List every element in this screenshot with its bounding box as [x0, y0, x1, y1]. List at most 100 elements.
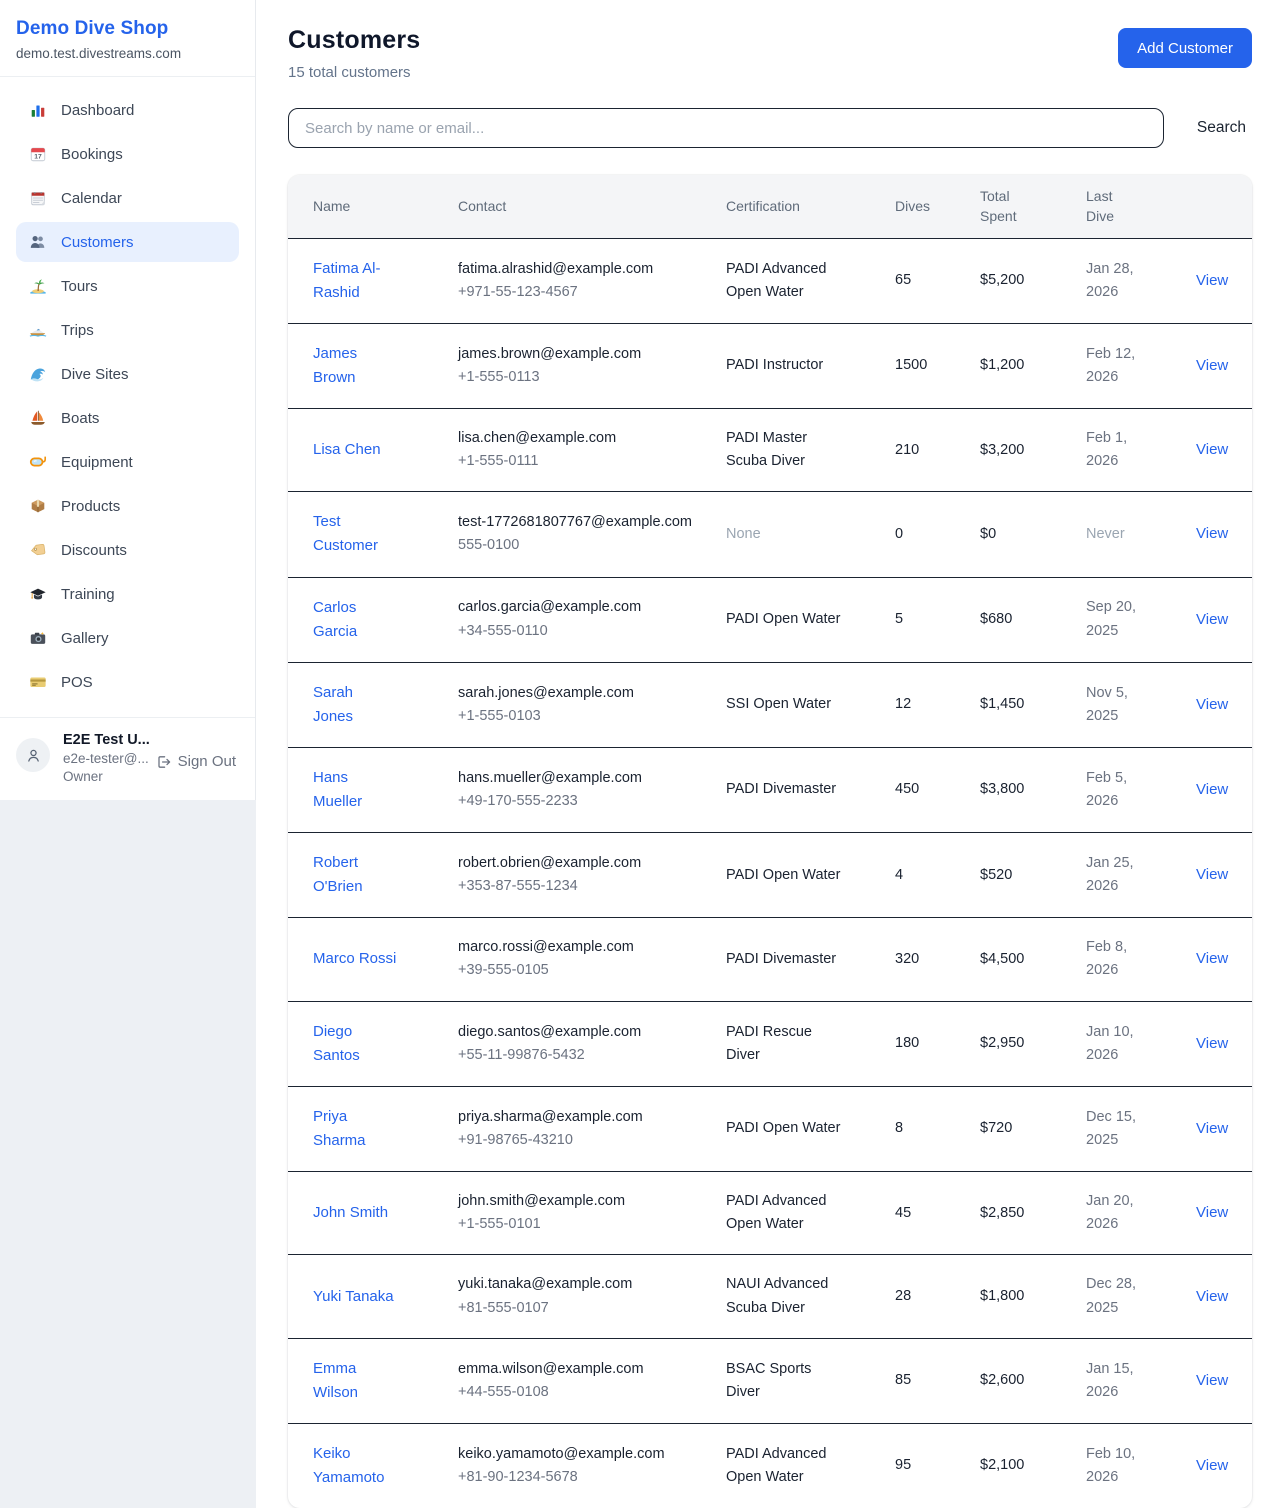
- avatar: [16, 738, 50, 772]
- customer-phone: +39-555-0105: [458, 962, 549, 979]
- customer-name-link[interactable]: Marco Rossi: [313, 950, 397, 968]
- sidebar-item-equipment[interactable]: Equipment: [16, 442, 239, 482]
- table-row: Robert O'Brien robert.obrien@example.com…: [288, 833, 1252, 918]
- customer-phone: 555-0100: [458, 537, 520, 554]
- customer-last-dive: Sep 20, 2025: [1086, 599, 1136, 639]
- customer-name-link[interactable]: Keiko Yamamoto: [313, 1444, 385, 1486]
- sidebar-item-label: Boats: [61, 409, 100, 427]
- view-link[interactable]: View: [1196, 1119, 1229, 1137]
- customer-total-spent: $4,500: [980, 950, 1025, 967]
- customer-email: john.smith@example.com: [458, 1193, 626, 1210]
- customer-certification: PADI Open Water: [726, 611, 841, 628]
- customer-dives: 4: [895, 866, 904, 883]
- customers-table: Name Contact Certification Dives Total S…: [288, 175, 1252, 1508]
- customer-total-spent: $3,200: [980, 441, 1025, 458]
- customer-last-dive: Never: [1086, 525, 1125, 542]
- customer-name-link[interactable]: Fatima Al-Rashid: [313, 259, 381, 301]
- view-link[interactable]: View: [1196, 1371, 1229, 1389]
- customer-last-dive: Jan 20, 2026: [1086, 1193, 1134, 1233]
- view-link[interactable]: View: [1196, 866, 1229, 884]
- sidebar-item-pos[interactable]: POS: [16, 662, 239, 702]
- sidebar-item-label: Tours: [61, 277, 98, 295]
- logout-icon: [157, 755, 170, 768]
- customer-certification: None: [726, 525, 761, 542]
- sidebar-item-dive-sites[interactable]: Dive Sites: [16, 354, 239, 394]
- sidebar-item-label: Gallery: [61, 629, 109, 647]
- sidebar-item-dashboard[interactable]: Dashboard: [16, 90, 239, 130]
- sidebar-item-tours[interactable]: Tours: [16, 266, 239, 306]
- table-row: Fatima Al-Rashid fatima.alrashid@example…: [288, 238, 1252, 324]
- customer-name-link[interactable]: Robert O'Brien: [313, 854, 363, 896]
- view-link[interactable]: View: [1196, 1204, 1229, 1222]
- customer-dives: 95: [895, 1457, 912, 1474]
- customer-total-spent: $1,450: [980, 696, 1025, 713]
- customer-last-dive: Feb 1, 2026: [1086, 429, 1128, 470]
- customer-email: priya.sharma@example.com: [458, 1108, 643, 1125]
- customer-dives: 320: [895, 950, 920, 967]
- customer-phone: +1-555-0103: [458, 707, 541, 724]
- customer-dives: 65: [895, 272, 912, 289]
- customer-email: test-1772681807767@example.com: [458, 514, 692, 531]
- customer-name-link[interactable]: Hans Mueller: [313, 768, 363, 810]
- sidebar-item-boats[interactable]: Boats: [16, 398, 239, 438]
- dive-mask-icon: [28, 452, 48, 472]
- sidebar-item-training[interactable]: Training: [16, 574, 239, 614]
- view-link[interactable]: View: [1196, 441, 1229, 459]
- island-icon: [28, 276, 48, 296]
- customer-name-link[interactable]: James Brown: [313, 344, 358, 386]
- tag-icon: [28, 540, 48, 560]
- column-header-contact: Contact: [458, 175, 726, 239]
- customer-name-link[interactable]: Yuki Tanaka: [313, 1287, 394, 1305]
- sidebar-item-label: Calendar: [61, 189, 122, 207]
- customer-certification: PADI Advanced Open Water: [726, 1193, 827, 1233]
- view-link[interactable]: View: [1196, 1034, 1229, 1052]
- view-link[interactable]: View: [1196, 356, 1229, 374]
- column-header-dives: Dives: [895, 175, 980, 239]
- sidebar-item-calendar[interactable]: Calendar: [16, 178, 239, 218]
- view-link[interactable]: View: [1196, 695, 1229, 713]
- sidebar-item-label: Discounts: [61, 541, 127, 559]
- view-link[interactable]: View: [1196, 525, 1229, 543]
- customer-phone: +44-555-0108: [458, 1383, 549, 1400]
- customer-name-link[interactable]: Carlos Garcia: [313, 598, 358, 640]
- user-email: e2e-tester@...: [63, 751, 149, 766]
- wave-icon: [28, 364, 48, 384]
- customer-total-spent: $2,600: [980, 1372, 1025, 1389]
- customer-phone: +81-90-1234-5678: [458, 1469, 578, 1486]
- customer-total-spent: $1,200: [980, 357, 1025, 374]
- view-link[interactable]: View: [1196, 1456, 1229, 1474]
- view-link[interactable]: View: [1196, 610, 1229, 628]
- add-customer-button[interactable]: Add Customer: [1118, 28, 1252, 68]
- sidebar-item-discounts[interactable]: Discounts: [16, 530, 239, 570]
- customer-name-link[interactable]: Diego Santos: [313, 1022, 360, 1064]
- view-link[interactable]: View: [1196, 1287, 1229, 1305]
- sidebar-item-trips[interactable]: Trips: [16, 310, 239, 350]
- customer-certification: PADI Open Water: [726, 866, 841, 883]
- sidebar-item-bookings[interactable]: 17 Bookings: [16, 134, 239, 174]
- sign-out-button[interactable]: Sign Out: [149, 752, 242, 771]
- customer-name-link[interactable]: Emma Wilson: [313, 1359, 359, 1401]
- sidebar-item-products[interactable]: Products: [16, 486, 239, 526]
- search-input[interactable]: [288, 108, 1164, 148]
- view-link[interactable]: View: [1196, 271, 1229, 289]
- customer-phone: +91-98765-43210: [458, 1131, 573, 1148]
- customer-name-link[interactable]: Test Customer: [313, 513, 379, 555]
- customer-phone: +1-555-0101: [458, 1216, 541, 1233]
- view-link[interactable]: View: [1196, 950, 1229, 968]
- brand: Demo Dive Shop demo.test.divestreams.com: [0, 0, 255, 77]
- customer-name-link[interactable]: Priya Sharma: [313, 1107, 366, 1149]
- view-link[interactable]: View: [1196, 780, 1229, 798]
- customer-total-spent: $1,800: [980, 1288, 1025, 1304]
- customer-name-link[interactable]: Lisa Chen: [313, 441, 381, 459]
- customer-phone: +971-55-123-4567: [458, 283, 578, 300]
- sidebar-item-customers[interactable]: Customers: [16, 222, 239, 262]
- sidebar-item-gallery[interactable]: Gallery: [16, 618, 239, 658]
- customer-name-link[interactable]: John Smith: [313, 1204, 389, 1222]
- customer-last-dive: Feb 8, 2026: [1086, 939, 1128, 979]
- sidebar-item-label: POS: [61, 673, 93, 691]
- search-button[interactable]: Search: [1191, 119, 1252, 137]
- customer-dives: 5: [895, 611, 904, 628]
- table-row: Diego Santos diego.santos@example.com +5…: [288, 1001, 1252, 1087]
- customer-last-dive: Feb 5, 2026: [1086, 769, 1128, 809]
- customer-name-link[interactable]: Sarah Jones: [313, 683, 354, 725]
